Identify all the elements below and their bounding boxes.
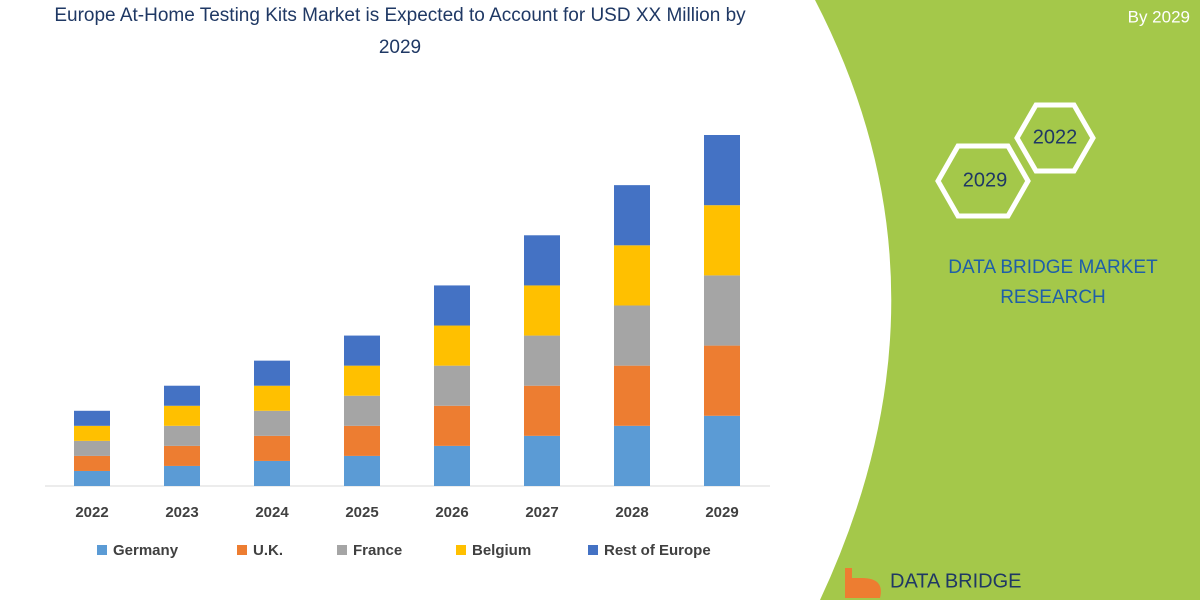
period-label: By 2029 (1128, 7, 1190, 26)
legend-swatch (237, 545, 247, 555)
x-tick-label: 2025 (345, 504, 378, 521)
hexagon (935, 143, 1031, 219)
bar-segment (614, 425, 650, 486)
x-tick-label: 2024 (255, 504, 289, 521)
bar-segment (434, 445, 470, 486)
bar-segment (524, 235, 560, 286)
legend-swatch (97, 545, 107, 555)
bar-segment (704, 205, 740, 276)
x-tick-label: 2026 (435, 504, 468, 521)
x-tick-label: 2028 (615, 504, 648, 521)
bar-segment (524, 385, 560, 436)
logo-icon (845, 568, 881, 598)
bar-segment (164, 445, 200, 466)
brand-text: DATA BRIDGE MARKET (948, 257, 1158, 278)
bar-segment (164, 385, 200, 406)
bar-segment (704, 345, 740, 416)
hex-label: 2029 (963, 169, 1008, 191)
x-tick-label: 2027 (525, 504, 558, 521)
bar-segment (254, 460, 290, 486)
bar-segment (614, 245, 650, 306)
bar-segment (434, 285, 470, 326)
bar-segment (74, 455, 110, 471)
bar-segment (434, 325, 470, 366)
bar-segment (74, 410, 110, 426)
bar-segment (74, 425, 110, 441)
bar-segment (344, 425, 380, 456)
bar-segment (254, 410, 290, 436)
bar-segment (74, 470, 110, 486)
bar-segment (344, 455, 380, 486)
bar-segment (74, 440, 110, 456)
bar-segment (344, 335, 380, 366)
logo-text: DATA BRIDGE (890, 570, 1022, 592)
bar-segment (524, 285, 560, 336)
x-tick-label: 2022 (75, 504, 108, 521)
green-panel (815, 0, 1200, 600)
bar-segment (344, 365, 380, 396)
x-tick-label: 2029 (705, 504, 738, 521)
bar-segment (524, 335, 560, 386)
bar-segment (524, 435, 560, 486)
chart-title: Europe At-Home Testing Kits Market is Ex… (54, 5, 746, 58)
bar-segment (254, 435, 290, 461)
legend-label: France (353, 542, 402, 559)
legend-swatch (337, 545, 347, 555)
bar-segment (344, 395, 380, 426)
legend-label: Rest of Europe (604, 542, 711, 559)
bar-segment (254, 385, 290, 411)
bar-segment (614, 305, 650, 366)
bar-segment (614, 185, 650, 246)
bar-segment (704, 135, 740, 206)
bar-segment (434, 365, 470, 406)
legend-label: Germany (113, 542, 179, 559)
bar-segment (254, 360, 290, 386)
legend-label: Belgium (472, 542, 531, 559)
brand-text: RESEARCH (1000, 287, 1106, 308)
hex-label: 2022 (1033, 126, 1078, 148)
bar-segment (164, 465, 200, 486)
x-tick-label: 2023 (165, 504, 198, 521)
legend-label: U.K. (253, 542, 283, 559)
bar-segment (614, 365, 650, 426)
bar-segment (704, 275, 740, 346)
hexagon (1014, 102, 1096, 174)
bar-segment (164, 405, 200, 426)
bar-segment (164, 425, 200, 446)
bar-segment (434, 405, 470, 446)
legend-swatch (588, 545, 598, 555)
legend-swatch (456, 545, 466, 555)
bar-segment (704, 415, 740, 486)
